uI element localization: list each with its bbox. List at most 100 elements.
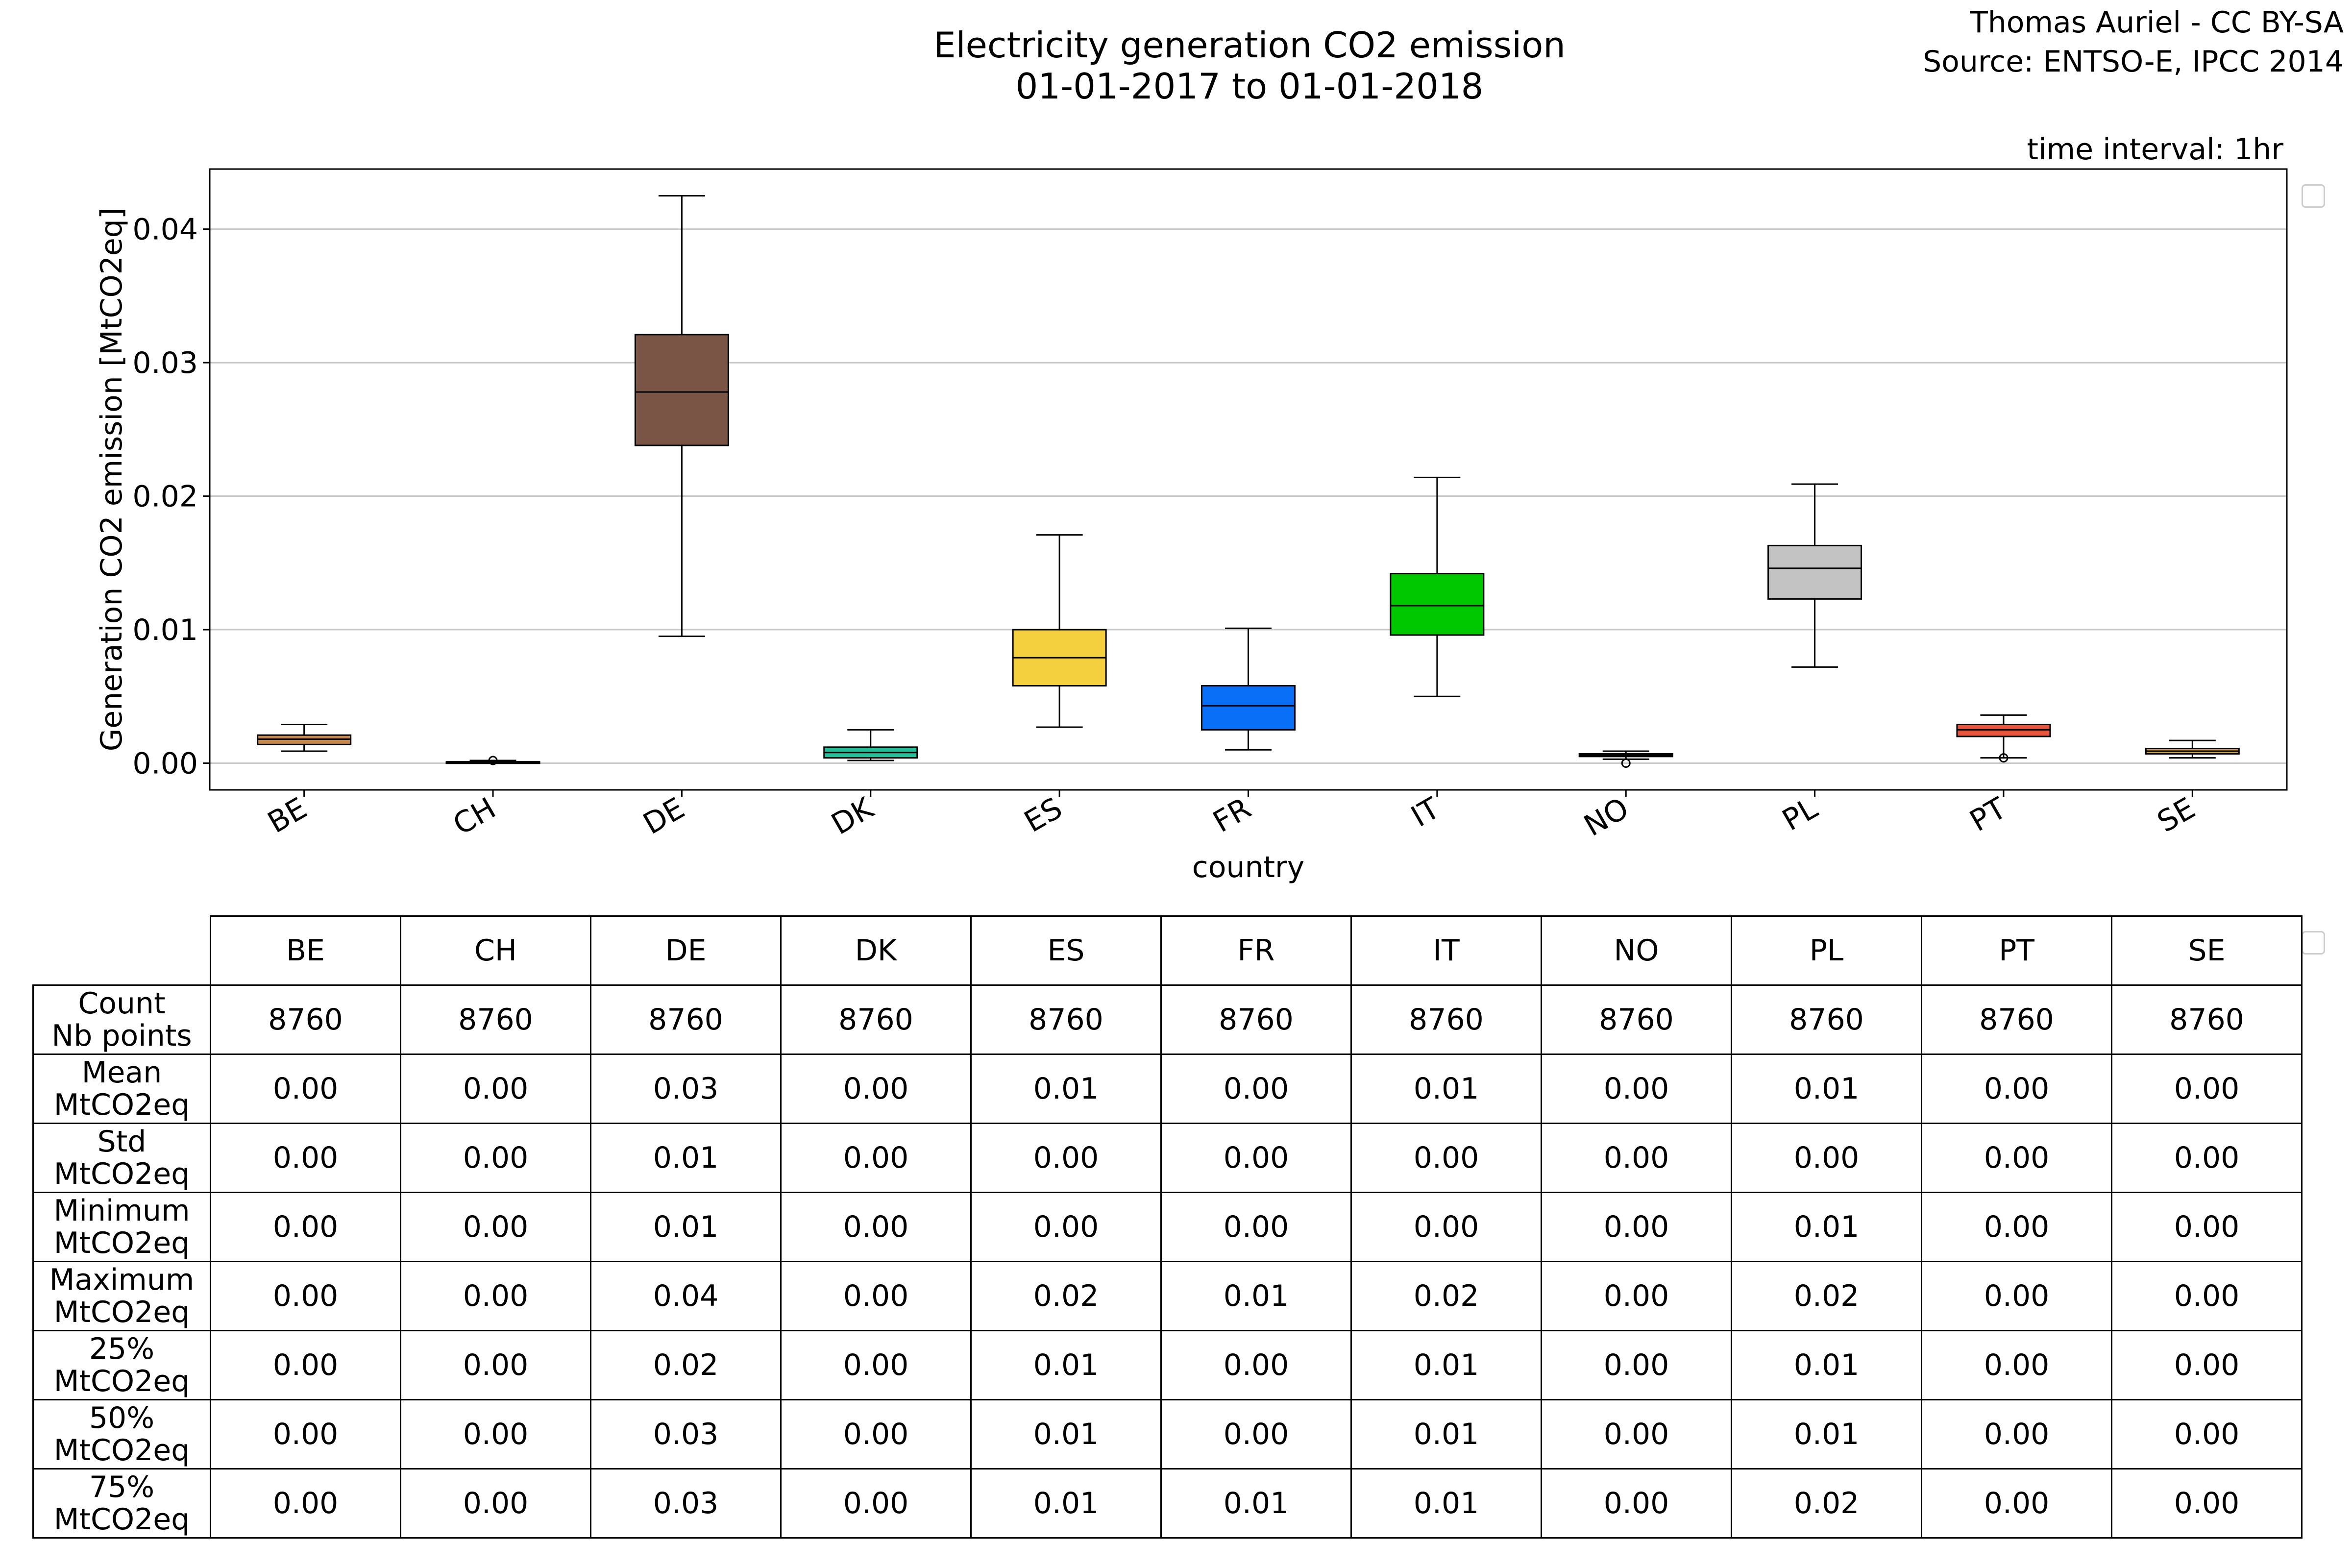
- table-cell: 0.02: [590, 1330, 782, 1400]
- table-cell: 0.04: [590, 1261, 782, 1331]
- table-cell: 0.01: [1731, 1192, 1922, 1262]
- box-es: [1012, 534, 1107, 728]
- column-header: BE: [210, 915, 401, 986]
- box-fr: [1201, 627, 1296, 751]
- table-cell: 8760: [1921, 984, 2112, 1055]
- row-header-line-2: MtCO2eq: [53, 1502, 190, 1537]
- row-header-line-1: Std: [97, 1125, 147, 1159]
- table-cell: 0.00: [1160, 1054, 1352, 1124]
- row-header-line-2: MtCO2eq: [53, 1364, 190, 1398]
- table-cell: 0.00: [1541, 1399, 1732, 1470]
- table-row: Maximum MtCO2eq 0.00 0.00 0.04 0.00 0.02 0.01 0.…: [32, 1261, 2303, 1331]
- row-header: Minimum MtCO2eq: [32, 1192, 211, 1262]
- table-cell: 0.00: [210, 1468, 401, 1539]
- x-tick-label-fr: FR: [1207, 791, 1257, 839]
- table-cell: 0.02: [1731, 1468, 1922, 1539]
- table-cell: 0.00: [780, 1192, 972, 1262]
- table-cell: 0.00: [1921, 1192, 2112, 1262]
- table-row: Count Nb points 8760 8760 8760 8760 8760 8760 87…: [32, 984, 2303, 1055]
- row-header-line-2: MtCO2eq: [53, 1088, 190, 1122]
- table-row: 75% MtCO2eq 0.00 0.00 0.03 0.00 0.01 0.01 0.01 0.…: [32, 1468, 2303, 1539]
- y-tick-label-4: 0.04: [132, 213, 198, 247]
- table-cell: 0.00: [400, 1123, 591, 1193]
- x-tick-label-ch: CH: [447, 791, 501, 842]
- table-cell: 0.01: [1731, 1330, 1922, 1400]
- table-cell: 0.02: [1350, 1261, 1542, 1331]
- table-cell: 0.01: [970, 1330, 1162, 1400]
- table-cell: 0.01: [1350, 1330, 1542, 1400]
- column-header: SE: [2111, 915, 2303, 986]
- table-cell: 0.00: [780, 1330, 972, 1400]
- row-header-line-2: MtCO2eq: [53, 1157, 190, 1191]
- table-cell: 0.00: [210, 1123, 401, 1193]
- box-dk: [823, 729, 918, 761]
- box-body: [1390, 573, 1485, 636]
- table-cell: 0.00: [1921, 1468, 2112, 1539]
- table-cell: 0.02: [970, 1261, 1162, 1331]
- column-header: NO: [1541, 915, 1732, 986]
- box-ch: [445, 756, 540, 765]
- table-cell: 0.03: [590, 1054, 782, 1124]
- box-body: [1767, 544, 1862, 600]
- column-header: ES: [970, 915, 1162, 986]
- table-cell: 8760: [590, 984, 782, 1055]
- table-cell: 0.00: [970, 1192, 1162, 1262]
- table-cell: 0.01: [970, 1054, 1162, 1124]
- table-cell: 0.00: [780, 1468, 972, 1539]
- table-cell: 8760: [1350, 984, 1542, 1055]
- table-cell: 0.00: [1350, 1192, 1542, 1262]
- table-cell: 0.00: [400, 1468, 591, 1539]
- table-cell: 0.00: [1541, 1054, 1732, 1124]
- row-header: Mean MtCO2eq: [32, 1054, 211, 1124]
- table-cell: 0.01: [1160, 1261, 1352, 1331]
- row-header-line-1: 25%: [89, 1332, 155, 1366]
- column-header: PT: [1921, 915, 2112, 986]
- table-cell: 0.00: [400, 1399, 591, 1470]
- credit-block: Thomas Auriel - CC BY-SA Source: ENTSO-E…: [1923, 3, 2344, 81]
- box-de: [634, 195, 729, 637]
- table-cell: 0.03: [590, 1468, 782, 1539]
- table-cell: 8760: [780, 984, 972, 1055]
- table-cell: 0.00: [1160, 1330, 1352, 1400]
- row-header-line-1: Minimum: [53, 1194, 190, 1228]
- table-header-row: BE CH DE DK ES FR IT NO PL PT SE: [33, 915, 2303, 986]
- table-cell: 8760: [970, 984, 1162, 1055]
- empty-table-legend-checkbox[interactable]: [2302, 931, 2325, 955]
- table-cell: 0.00: [780, 1054, 972, 1124]
- table-cell: 0.01: [970, 1468, 1162, 1539]
- table-cell: 0.00: [1350, 1123, 1542, 1193]
- table-cell: 0.00: [210, 1192, 401, 1262]
- row-header-line-1: 50%: [89, 1401, 155, 1435]
- x-tick-label-dk: DK: [826, 791, 880, 842]
- table-cell: 0.00: [210, 1330, 401, 1400]
- table-cell: 0.01: [1731, 1054, 1922, 1124]
- empty-legend-checkbox[interactable]: [2302, 184, 2325, 208]
- table-cell: 0.00: [210, 1261, 401, 1331]
- table-row: Minimum MtCO2eq 0.00 0.00 0.01 0.00 0.00 0.00 0.…: [32, 1192, 2303, 1262]
- table-cell: 0.01: [1350, 1054, 1542, 1124]
- table-cell: 0.01: [1350, 1399, 1542, 1470]
- table-cell: 0.01: [590, 1123, 782, 1193]
- row-header-line-2: MtCO2eq: [53, 1433, 190, 1468]
- table-cell: 0.00: [1921, 1054, 2112, 1124]
- table-row: 25% MtCO2eq 0.00 0.00 0.02 0.00 0.01 0.00 0.01 0.…: [32, 1330, 2303, 1400]
- statistics-table: BE CH DE DK ES FR IT NO PL PT SE Count Nb points 8760…: [32, 915, 2303, 1539]
- x-tick-label-se: SE: [2152, 791, 2201, 839]
- table-cell: 0.00: [2111, 1261, 2303, 1331]
- box-no: [1578, 750, 1673, 768]
- table-cell: 0.00: [1541, 1330, 1732, 1400]
- x-tick-label-no: NO: [1578, 791, 1635, 843]
- table-cell: 0.00: [1541, 1123, 1732, 1193]
- x-tick-label-pl: PL: [1777, 791, 1824, 838]
- table-cell: 0.01: [1350, 1468, 1542, 1539]
- table-cell: 0.00: [2111, 1468, 2303, 1539]
- credit-source: Source: ENTSO-E, IPCC 2014: [1923, 45, 2344, 79]
- time-interval-label: time interval: 1hr: [2027, 132, 2283, 167]
- table-cell: 0.01: [1731, 1399, 1922, 1470]
- column-header: IT: [1350, 915, 1542, 986]
- table-row: Std MtCO2eq 0.00 0.00 0.01 0.00 0.00 0.00 0.00 0.…: [32, 1123, 2303, 1193]
- table-cell: 0.00: [2111, 1054, 2303, 1124]
- row-header-line-1: Mean: [81, 1055, 162, 1090]
- table-cell: 0.00: [780, 1399, 972, 1470]
- table-cell: 8760: [1160, 984, 1352, 1055]
